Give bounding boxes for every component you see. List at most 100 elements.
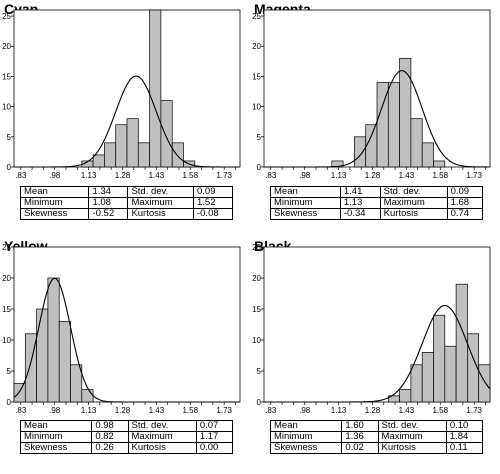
histogram-bar xyxy=(126,118,139,168)
x-tick-label: .98 xyxy=(299,171,311,180)
stat-value: 0.98 xyxy=(91,420,129,432)
histogram-bar xyxy=(433,314,446,403)
stat-value: 0.10 xyxy=(445,420,484,432)
x-tick-label: 1.58 xyxy=(432,171,448,180)
stat-value: -0.52 xyxy=(88,208,129,220)
histogram-bar xyxy=(149,9,162,168)
y-tick-label: 20 xyxy=(252,42,261,51)
x-tick-label: 1.73 xyxy=(466,406,482,415)
normal-fit-curve xyxy=(264,70,490,168)
x-tick-label: 1.43 xyxy=(399,171,415,180)
magenta-histogram: 0 5 10 15 20 25 .83 .98 1.13 1.28 1.43 1.58 1.73 xyxy=(252,9,491,180)
normal-fit-curve xyxy=(13,277,240,403)
y-tick-label: 0 xyxy=(257,163,262,172)
x-tick-label: .83 xyxy=(265,171,277,180)
x-tick-label: 1.28 xyxy=(365,171,381,180)
histogram-bar xyxy=(433,160,446,168)
stat-value: 1.52 xyxy=(192,197,234,209)
y-tick-label: 5 xyxy=(7,133,12,142)
stat-value: 1.41 xyxy=(339,186,381,198)
y-tick-label: 5 xyxy=(7,367,12,376)
histogram-bar xyxy=(115,124,128,168)
stat-label: Skewness xyxy=(19,442,93,454)
x-tick-label: 1.73 xyxy=(216,171,232,180)
stats-row: Skewness -0.52 Kurtosis -0.08 xyxy=(19,208,234,220)
stat-label: Kurtosis xyxy=(127,208,194,220)
stat-value: 0.74 xyxy=(446,208,484,220)
x-tick-label: 1.13 xyxy=(331,406,347,415)
histogram-bar xyxy=(104,142,117,168)
stat-label: Skewness xyxy=(19,208,90,220)
cyan-histogram: 0 5 10 15 20 25 .83 .98 1.13 1.28 1.43 1.58 1.73 xyxy=(2,9,241,180)
stats-row: Mean 1.60 Std. dev. 0.10 xyxy=(269,420,484,432)
magenta-stats-table: Mean 1.41 Std. dev. 0.09 Minimum 1.13 Maximum 1… xyxy=(270,186,484,220)
histogram-bar xyxy=(410,364,423,403)
x-tick-label: .83 xyxy=(15,171,27,180)
histogram-bar xyxy=(92,154,105,168)
x-tick-label: .83 xyxy=(15,406,27,415)
stats-row: Mean 1.34 Std. dev. 0.09 xyxy=(19,186,234,198)
y-tick-label: 20 xyxy=(2,274,11,283)
black-histogram: 0 5 10 15 20 25 .83 .98 1.13 1.28 1.43 1.58 1.73 xyxy=(252,243,491,415)
stats-row: Mean 1.41 Std. dev. 0.09 xyxy=(270,186,484,198)
stat-label: Maximum xyxy=(379,197,448,209)
y-tick-label: 5 xyxy=(257,133,262,142)
x-tick-label: 1.58 xyxy=(182,406,198,415)
yellow-histogram: 0 5 10 15 20 25 .83 .98 1.13 1.28 1.43 1.58 1.73 xyxy=(2,243,241,415)
stat-value: 1.84 xyxy=(445,431,484,443)
stat-label: Kurtosis xyxy=(127,442,197,454)
stats-row: Minimum 1.13 Maximum 1.68 xyxy=(270,197,484,209)
stat-label: Kurtosis xyxy=(379,208,448,220)
x-tick-label: 1.13 xyxy=(81,171,97,180)
y-tick-label: 10 xyxy=(252,103,261,112)
stat-label: Mean xyxy=(269,420,343,432)
x-tick-label: 1.58 xyxy=(432,406,448,415)
x-tick-label: 1.73 xyxy=(466,171,482,180)
histogram-bar xyxy=(478,364,491,403)
stat-value: 0.09 xyxy=(446,186,484,198)
y-tick-label: 15 xyxy=(2,305,11,314)
stat-label: Maximum xyxy=(377,431,447,443)
magenta-panel: Magenta 0 5 10 15 20 25.83.98 1.13 1.28 1.43 1.58… xyxy=(250,0,500,237)
stat-value: 1.13 xyxy=(339,197,381,209)
stat-label: Maximum xyxy=(127,197,194,209)
histogram-bar xyxy=(171,142,184,168)
histogram-bar xyxy=(137,142,150,168)
histogram-bar xyxy=(365,124,378,168)
x-tick-label: 1.28 xyxy=(365,406,381,415)
histogram-bar xyxy=(455,283,468,403)
stat-value: 1.34 xyxy=(88,186,129,198)
stat-label: Mean xyxy=(19,186,90,198)
y-tick-label: 20 xyxy=(2,42,11,51)
stat-label: Minimum xyxy=(270,197,341,209)
x-tick-label: 1.13 xyxy=(331,171,347,180)
x-tick-label: .83 xyxy=(265,406,277,415)
x-tick-label: 1.43 xyxy=(399,406,415,415)
stat-label: Maximum xyxy=(127,431,197,443)
black-stats-table: Mean 1.60 Std. dev. 0.10 Minimum 1.36 Maximum 1… xyxy=(269,420,484,454)
y-tick-label: 20 xyxy=(252,274,261,283)
black-panel: Black 0 5 10 15 20 25.83.98 1.13 1.28 1.43 1.58 1.… xyxy=(250,237,500,474)
stat-label: Kurtosis xyxy=(377,442,447,454)
x-tick-label: 1.13 xyxy=(81,406,97,415)
y-tick-label: 10 xyxy=(2,103,11,112)
yellow-stats-table: Mean 0.98 Std. dev. 0.07 Minimum 0.82 Maximum 1… xyxy=(19,420,234,454)
histogram-bar xyxy=(13,383,26,403)
stat-value: -0.08 xyxy=(192,208,234,220)
stat-value: 0.02 xyxy=(341,442,379,454)
histogram-bar xyxy=(410,118,423,168)
y-tick-label: 15 xyxy=(252,305,261,314)
y-tick-label: 10 xyxy=(2,336,11,345)
x-tick-label: 1.58 xyxy=(182,171,198,180)
stat-label: Skewness xyxy=(269,442,343,454)
stat-label: Minimum xyxy=(269,431,343,443)
y-tick-label: 25 xyxy=(2,243,11,252)
histogram-bar xyxy=(160,100,173,168)
histogram-bar xyxy=(399,57,412,168)
histogram-bar xyxy=(444,345,457,403)
stat-label: Minimum xyxy=(19,197,90,209)
histogram-bar xyxy=(70,364,83,403)
x-tick-label: .98 xyxy=(49,406,61,415)
stat-value: 0.09 xyxy=(192,186,234,198)
histogram-bar xyxy=(47,277,60,403)
